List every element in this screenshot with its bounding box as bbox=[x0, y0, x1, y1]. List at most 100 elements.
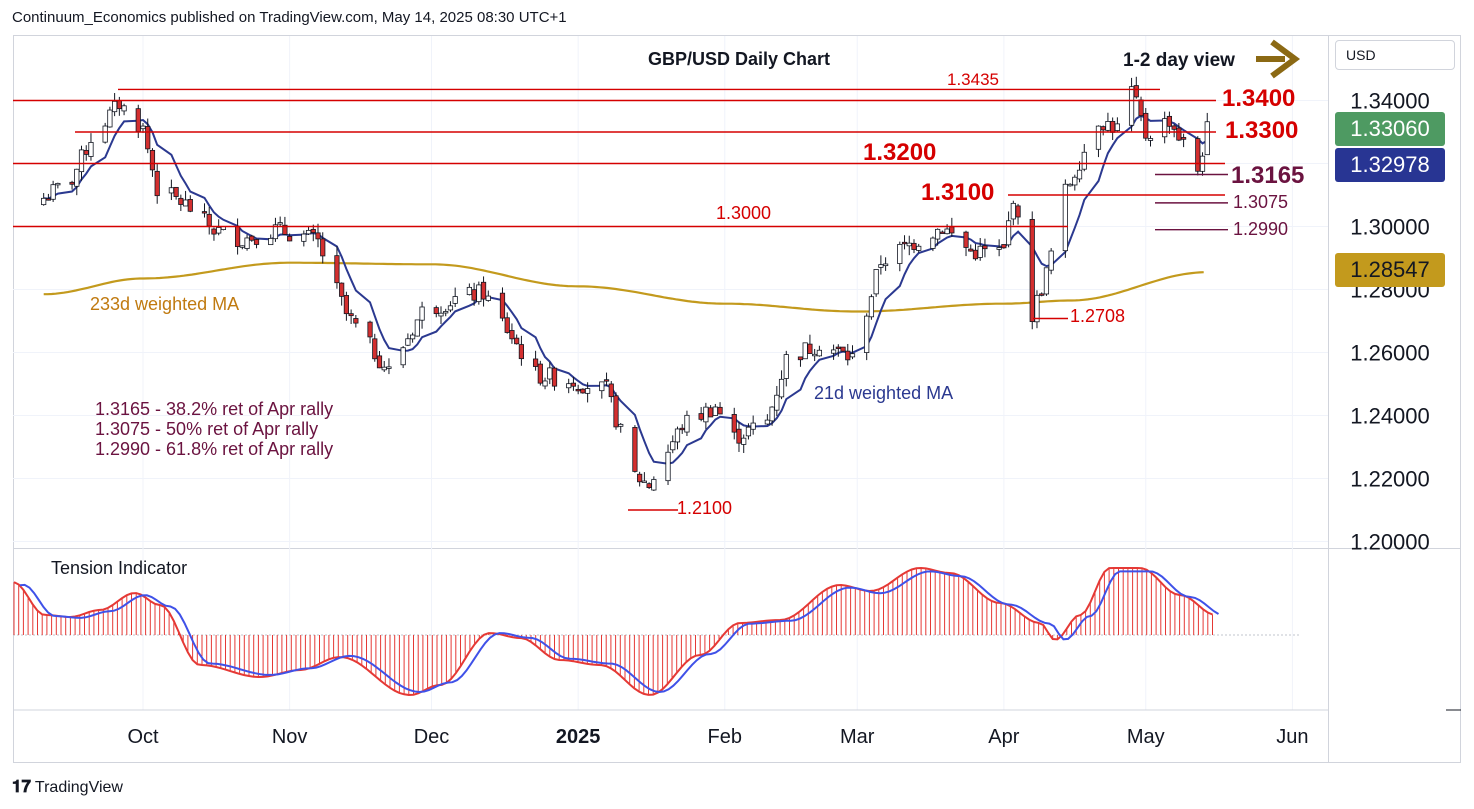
candle-up bbox=[1034, 294, 1040, 323]
candle-up bbox=[542, 380, 548, 387]
candle-down bbox=[282, 224, 288, 235]
candle-down bbox=[982, 245, 988, 250]
candle-up bbox=[665, 451, 671, 482]
candle-up bbox=[1095, 125, 1102, 150]
candle-down bbox=[253, 239, 260, 245]
y-tick-label: 1.30000 bbox=[1350, 215, 1430, 240]
candle-down bbox=[972, 249, 979, 260]
candle-down bbox=[187, 199, 193, 212]
candle-up bbox=[599, 381, 605, 392]
candle-down bbox=[173, 186, 179, 197]
candle-down bbox=[518, 344, 525, 360]
ma233-polyline bbox=[43, 261, 1204, 313]
y-tick-label: 1.20000 bbox=[1350, 530, 1430, 555]
level-lines bbox=[13, 88, 1228, 511]
candle-down bbox=[249, 235, 255, 241]
candle-up bbox=[916, 245, 922, 251]
candle-down bbox=[1015, 205, 1021, 218]
candle-up bbox=[883, 263, 889, 267]
candle-down bbox=[1195, 138, 1201, 172]
candle-down bbox=[963, 231, 969, 248]
chart-annotations: GBP/USD Daily Chart 1-2 day view 1.3435 1.3… bbox=[51, 39, 1304, 578]
candle-down bbox=[201, 211, 208, 214]
chart-frame bbox=[13, 35, 1461, 763]
candle-down bbox=[603, 379, 610, 382]
candle-down bbox=[968, 248, 974, 252]
candle-down bbox=[149, 149, 156, 171]
candle-down bbox=[1166, 115, 1173, 127]
level-label-13300: 1.3300 bbox=[1225, 117, 1298, 144]
level-label-13200: 1.3200 bbox=[863, 139, 936, 166]
candle-down bbox=[698, 413, 704, 420]
tradingview-footer[interactable]: 𝟏𝟕 TradingView bbox=[12, 777, 123, 797]
tension-signal-line bbox=[19, 570, 1220, 694]
candle-up bbox=[305, 229, 312, 235]
x-tick-label: Jun bbox=[1276, 726, 1308, 748]
candle-down bbox=[154, 170, 160, 197]
x-tick-label: Feb bbox=[708, 726, 742, 748]
candle-down bbox=[1110, 120, 1116, 133]
candle-down bbox=[731, 414, 737, 433]
candle-down bbox=[211, 228, 217, 235]
candle-up bbox=[849, 353, 856, 358]
candle-down bbox=[310, 228, 316, 234]
level-label-13100: 1.3100 bbox=[921, 179, 994, 206]
candle-down bbox=[575, 388, 581, 392]
candle-up bbox=[277, 222, 283, 225]
x-tick-label: Dec bbox=[414, 726, 450, 748]
candle-up bbox=[1072, 176, 1078, 186]
x-tick-label: Apr bbox=[988, 726, 1019, 748]
candle-up bbox=[1081, 151, 1087, 170]
currency-selector[interactable]: USD bbox=[1335, 40, 1455, 70]
candle-down bbox=[1001, 244, 1007, 249]
pane-separator[interactable] bbox=[13, 548, 1461, 549]
x-tick-label: Oct bbox=[127, 726, 159, 748]
candle-down bbox=[1176, 127, 1182, 141]
candle-up bbox=[41, 197, 47, 206]
candle-up bbox=[618, 423, 624, 427]
x-tick-label: Mar bbox=[840, 726, 875, 748]
candle-down bbox=[949, 226, 955, 234]
candle-down bbox=[206, 213, 212, 227]
level-label-13435: 1.3435 bbox=[947, 70, 999, 89]
ma21-label: 21d weighted MA bbox=[814, 383, 953, 403]
candle-up bbox=[774, 394, 780, 411]
time-axis: Oct Nov Dec 2025 Feb Mar Apr May Jun bbox=[13, 709, 1461, 748]
tradingview-logo-icon: 𝟏𝟕 bbox=[12, 777, 31, 796]
level-label-12100: 1.2100 bbox=[677, 498, 732, 518]
candle-up bbox=[1128, 86, 1135, 126]
candle-up bbox=[873, 269, 879, 295]
candle-down bbox=[736, 428, 742, 444]
candle-up bbox=[712, 406, 718, 416]
candle-up bbox=[386, 366, 392, 369]
candle-up bbox=[977, 245, 983, 258]
publisher-header: Continuum_Economics published on Trading… bbox=[12, 9, 567, 26]
candle-up bbox=[414, 319, 420, 337]
level-label-12990: 1.2990 bbox=[1233, 219, 1288, 239]
level-label-13165: 1.3165 bbox=[1231, 162, 1304, 189]
tension-indicator bbox=[13, 566, 1300, 697]
candle-down bbox=[315, 232, 321, 240]
candle-up bbox=[1105, 121, 1111, 131]
candle-up bbox=[996, 247, 1002, 250]
x-tick-label: May bbox=[1127, 726, 1165, 748]
candle-up bbox=[778, 378, 785, 398]
candle-down bbox=[509, 330, 515, 340]
candle-down bbox=[845, 350, 851, 361]
candle-down bbox=[1100, 126, 1106, 131]
candle-up bbox=[466, 286, 472, 296]
candle-down bbox=[135, 108, 141, 132]
y-tick-label: 1.22000 bbox=[1350, 467, 1430, 492]
candle-down bbox=[840, 346, 846, 352]
candle-down bbox=[580, 388, 586, 394]
retracement-note: 1.2990 - 61.8% ret of Apr rally bbox=[95, 439, 333, 459]
last-price-tag: 1.33060 bbox=[1335, 112, 1445, 146]
candle-up bbox=[1147, 138, 1154, 141]
candle-up bbox=[50, 184, 56, 200]
candle-up bbox=[745, 426, 752, 437]
candle-up bbox=[864, 315, 870, 353]
candle-up bbox=[168, 187, 174, 194]
candle-up bbox=[476, 284, 482, 303]
candle-down bbox=[708, 407, 714, 418]
